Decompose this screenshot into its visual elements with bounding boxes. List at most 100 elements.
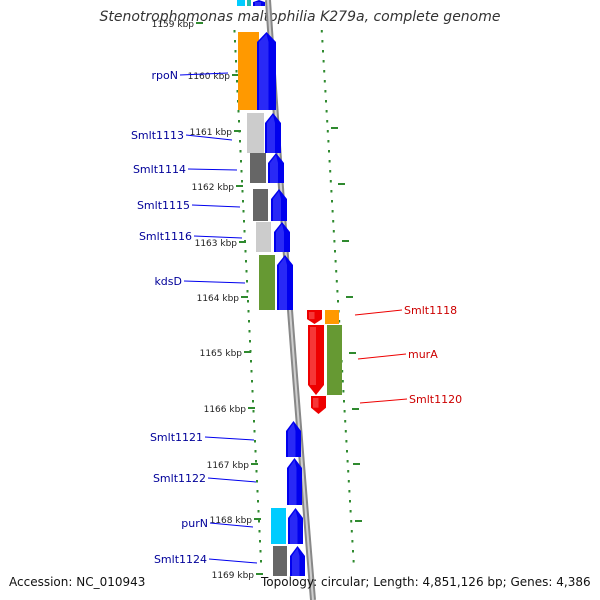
ruler-tick xyxy=(234,130,241,132)
forward-gene-arrow-shade xyxy=(270,155,278,183)
inner-dotted-arc xyxy=(236,90,239,93)
inner-dotted-arc xyxy=(242,210,245,213)
forward-gene-arrow xyxy=(287,458,302,505)
reverse-gene-arrow xyxy=(311,396,326,414)
forward-gene-label: rpoN xyxy=(152,69,178,82)
inner-dotted-arc xyxy=(248,320,250,323)
inner-dotted-arc xyxy=(258,530,261,533)
forward-gene-label: Smlt1115 xyxy=(137,199,190,212)
cog-category-box xyxy=(259,255,275,310)
ruler-label: 1168 kbp xyxy=(210,516,253,526)
outer-dotted-arc xyxy=(337,300,339,303)
outer-arc-dash xyxy=(338,183,345,185)
outer-dotted-arc xyxy=(351,540,354,543)
forward-label-leader xyxy=(193,235,243,239)
inner-dotted-arc xyxy=(243,230,246,233)
forward-gene-label: Smlt1121 xyxy=(150,431,203,444)
forward-label-leader xyxy=(185,134,233,141)
forward-gene-arrow-shade xyxy=(289,460,297,505)
forward-label-leader xyxy=(179,72,229,76)
outer-dotted-arc xyxy=(344,430,347,433)
outer-dotted-arc xyxy=(329,180,332,183)
inner-dotted-arc xyxy=(257,500,259,503)
cog-category-box xyxy=(273,546,287,576)
inner-dotted-arc xyxy=(234,50,237,53)
reverse-label-leader xyxy=(354,309,403,316)
outer-dotted-arc xyxy=(333,240,336,243)
forward-gene-arrow-shade xyxy=(279,257,287,310)
forward-label-leader xyxy=(207,477,257,483)
reverse-label-leader xyxy=(359,398,408,404)
inner-dotted-arc xyxy=(233,30,236,33)
reverse-gene-arrow-shade xyxy=(309,312,315,320)
forward-gene-arrow xyxy=(257,32,276,110)
outer-dotted-arc xyxy=(350,520,353,523)
cog-category-box xyxy=(325,310,339,324)
topology-text: Topology: circular; Length: 4,851,126 bp… xyxy=(261,575,591,589)
inner-dotted-arc xyxy=(238,120,240,123)
outer-dotted-arc xyxy=(342,390,345,393)
outer-dotted-arc xyxy=(327,140,330,143)
forward-label-leader xyxy=(191,204,241,208)
ruler-label: 1161 kbp xyxy=(190,128,233,138)
outer-arc-dash xyxy=(331,127,338,129)
inner-dotted-arc xyxy=(247,300,249,303)
outer-dotted-arc xyxy=(326,120,329,123)
inner-dotted-arc xyxy=(245,270,248,273)
outer-dotted-arc xyxy=(348,490,351,493)
inner-dotted-arc xyxy=(260,560,262,563)
outer-dotted-arc xyxy=(352,560,355,563)
forward-label-leader xyxy=(209,522,254,528)
outer-dotted-arc xyxy=(322,60,325,63)
ruler-label: 1159 kbp xyxy=(152,20,195,30)
forward-gene-arrow xyxy=(286,421,301,457)
cog-category-box xyxy=(250,153,266,183)
outer-dotted-arc xyxy=(347,480,350,483)
inner-dotted-arc xyxy=(259,550,262,553)
inner-dotted-arc xyxy=(252,400,254,403)
outer-dotted-arc xyxy=(321,40,324,43)
inner-dotted-arc xyxy=(255,460,257,463)
outer-dotted-arc xyxy=(341,370,344,373)
outer-dotted-arc xyxy=(343,410,346,413)
forward-gene-arrow-shade xyxy=(292,548,300,576)
outer-dotted-arc xyxy=(328,150,330,153)
reverse-gene-arrow-shade xyxy=(310,327,316,385)
forward-gene-arrow xyxy=(274,222,290,252)
outer-dotted-arc xyxy=(325,110,328,113)
ruler-label: 1164 kbp xyxy=(197,294,240,304)
tick-layer xyxy=(196,22,362,575)
inner-dotted-arc xyxy=(243,220,245,223)
accession-text: Accession: NC_010943 xyxy=(9,575,146,589)
outer-arc-dash xyxy=(352,408,359,410)
outer-dotted-arc xyxy=(323,80,326,83)
outer-arc-dash xyxy=(349,352,356,354)
forward-gene-label: Smlt1122 xyxy=(153,472,206,485)
cog-category-box xyxy=(253,189,268,221)
outer-dotted-arc xyxy=(332,230,335,233)
ruler-tick xyxy=(236,185,243,187)
reverse-gene-arrow xyxy=(307,310,322,324)
forward-gene-arrow-shade xyxy=(273,191,281,221)
inner-dotted-arc xyxy=(254,440,256,443)
outer-arc-dash xyxy=(346,296,353,298)
reverse-gene-arrow xyxy=(308,325,324,395)
inner-dotted-arc xyxy=(235,70,238,73)
cog-category-box xyxy=(256,222,271,252)
inner-dotted-arc xyxy=(256,490,259,493)
outer-arc-dash xyxy=(342,240,349,242)
ruler-tick xyxy=(239,241,246,243)
forward-gene-arrow-shade xyxy=(288,423,296,457)
inner-dotted-arc xyxy=(241,190,244,193)
inner-dotted-arc xyxy=(253,420,255,423)
forward-gene-arrow-shade xyxy=(259,34,269,110)
forward-label-leader xyxy=(183,280,246,284)
inner-dotted-arc xyxy=(239,140,241,143)
outer-dotted-arc xyxy=(330,190,333,193)
forward-gene-arrow xyxy=(253,0,265,6)
forward-gene-label: Smlt1116 xyxy=(139,230,192,243)
cog-category-box xyxy=(237,0,245,6)
outer-dotted-arc xyxy=(347,470,350,473)
cog-category-box xyxy=(327,325,342,395)
